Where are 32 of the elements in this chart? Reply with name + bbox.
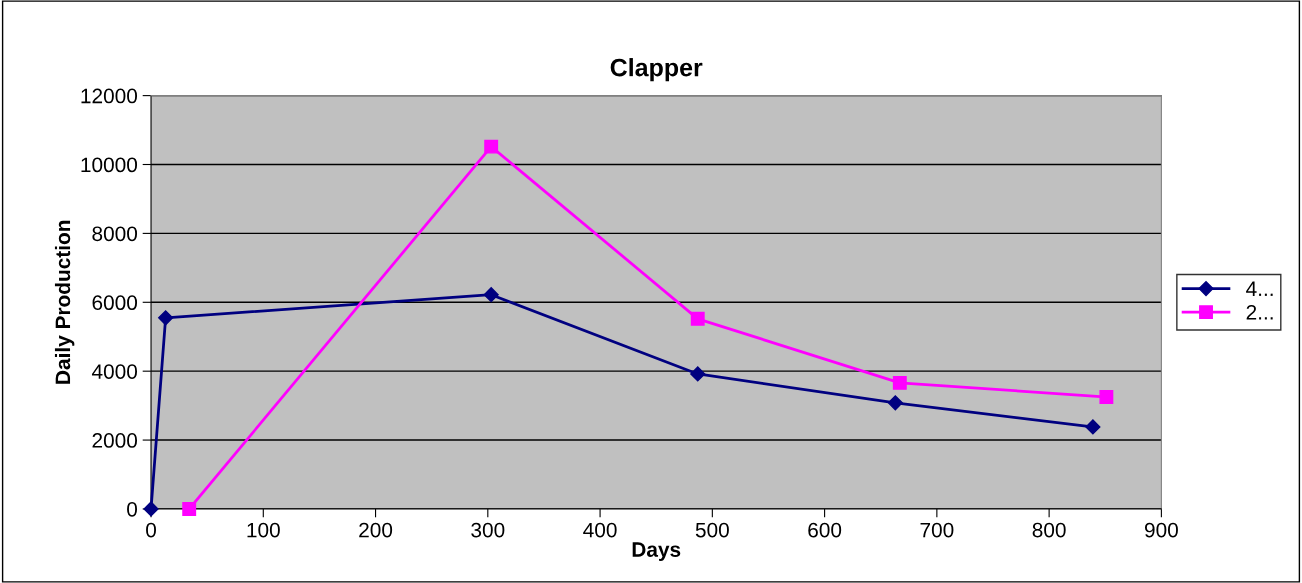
point: [887, 395, 903, 411]
point: [158, 310, 174, 326]
point: [484, 139, 499, 154]
y-tick-label: 4000: [91, 364, 138, 379]
point: [182, 502, 197, 516]
point: [690, 311, 705, 326]
chart-title: Clapper: [610, 58, 703, 82]
x-tick-label: 800: [1032, 522, 1066, 538]
x-tick-label: 700: [920, 522, 954, 538]
point: [1085, 419, 1101, 435]
y-tick-label: 12000: [81, 88, 138, 104]
x-axis-title: Days: [632, 542, 681, 561]
y-tick-label: 0: [127, 501, 138, 517]
y-tick-label: 8000: [92, 226, 138, 242]
x-tick-label: 500: [695, 522, 729, 538]
point: [892, 375, 907, 390]
x-tick-label: 200: [359, 522, 393, 538]
y-tick-label: 2000: [92, 433, 138, 448]
legend-label: 4...: [1246, 281, 1273, 296]
y-axis-title: Daily Production: [54, 220, 75, 384]
x-tick-label: 300: [471, 522, 505, 538]
point: [690, 366, 706, 382]
y-tick-label: 10000: [81, 157, 138, 173]
y-tick-label: 6000: [92, 295, 138, 311]
x-tick-label: 0: [146, 522, 157, 538]
x-tick-label: 100: [247, 522, 280, 538]
x-tick-label: 600: [808, 522, 842, 538]
x-tick-label: 400: [583, 522, 617, 538]
x-tick-label: 900: [1144, 522, 1178, 538]
legend-label: 2...: [1246, 304, 1273, 320]
point: [483, 287, 499, 303]
point: [1099, 390, 1114, 404]
